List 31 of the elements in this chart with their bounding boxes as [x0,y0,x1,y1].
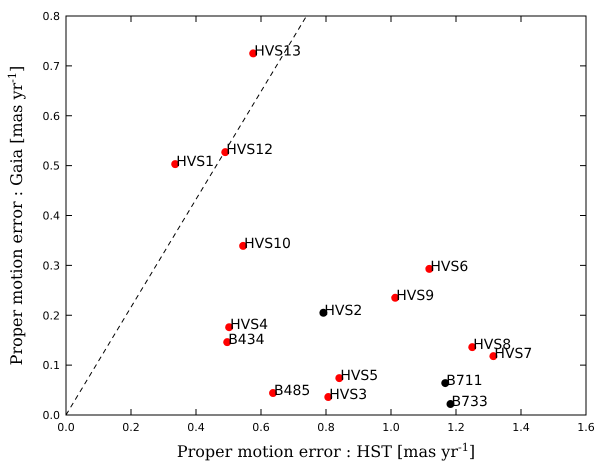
y-tick-label: 0.7 [42,60,60,73]
annotation: HVS2 [324,302,362,319]
annotation: HVS1 [176,154,214,170]
y-tick-label: 0.6 [42,110,60,123]
y-tick-label: 0.2 [42,309,60,322]
annotation: HVS6 [430,258,468,275]
annotation: B485 [274,383,310,400]
x-tick-label: 1.2 [447,421,465,434]
annotation: B733 [451,394,488,410]
y-tick-label: 0.5 [42,160,60,173]
annotation: HVS5 [340,368,378,384]
y-tick-label: 0.8 [42,10,60,23]
annotation: HVS12 [226,142,274,158]
annotation: HVS9 [396,288,434,304]
x-tick-label: 1.0 [382,421,400,434]
x-axis-title: Proper motion error : HST [mas yr$^{-1}$] [176,440,476,461]
x-tick-label: 1.4 [512,421,530,434]
annotation: HVS3 [329,387,368,404]
y-tick-label: 0.4 [42,210,60,222]
x-tick-label: 0.6 [252,421,270,434]
x-tick-label: 0.0 [57,421,75,434]
y-tick-label: 0.3 [42,259,60,272]
annotation: HVS4 [230,317,268,334]
x-tick-label: 0.4 [187,421,205,434]
y-tick-label: 0.0 [42,409,60,422]
annotation: B434 [228,332,265,348]
y-tick-label: 0.1 [42,359,60,372]
annotation: HVS10 [244,236,291,252]
x-tick-label: 0.2 [122,421,140,434]
x-tick-label: 1.6 [577,421,595,434]
x-tick-label: 0.8 [317,421,335,434]
